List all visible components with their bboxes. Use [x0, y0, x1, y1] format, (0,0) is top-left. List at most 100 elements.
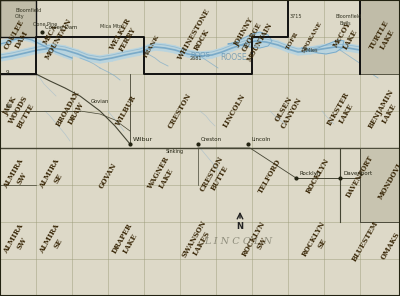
- Text: ROOSE: ROOSE: [221, 54, 247, 62]
- Polygon shape: [310, 45, 322, 54]
- Text: WHINESTONE
ROCK: WHINESTONE ROCK: [176, 8, 220, 66]
- Polygon shape: [40, 41, 48, 50]
- Polygon shape: [335, 43, 348, 51]
- Polygon shape: [322, 43, 335, 52]
- Text: OMAKS: OMAKS: [380, 231, 400, 261]
- Text: WAGNER
LAKE: WAGNER LAKE: [146, 156, 178, 196]
- Polygon shape: [8, 36, 16, 44]
- Bar: [0, 0, 36, 37]
- Text: Miles: Miles: [306, 48, 318, 53]
- Text: ALMIRA
SE: ALMIRA SE: [38, 157, 70, 194]
- Polygon shape: [175, 46, 188, 57]
- Text: Davenport: Davenport: [343, 171, 372, 176]
- Polygon shape: [278, 41, 288, 52]
- Polygon shape: [64, 52, 72, 60]
- Polygon shape: [298, 47, 310, 55]
- Polygon shape: [165, 44, 175, 53]
- Text: TURTLE
LAKE: TURTLE LAKE: [367, 19, 399, 55]
- Polygon shape: [288, 45, 298, 55]
- Polygon shape: [228, 32, 272, 48]
- Polygon shape: [200, 51, 212, 59]
- Text: N: N: [236, 222, 244, 231]
- Text: ROCKLYN
SE: ROCKLYN SE: [301, 220, 335, 263]
- Text: Lincoln: Lincoln: [251, 137, 270, 142]
- Text: McCOY
LAKE: McCOY LAKE: [331, 20, 361, 54]
- Text: TOFR: TOFR: [286, 31, 300, 51]
- Text: Cone Pine: Cone Pine: [33, 22, 57, 27]
- Polygon shape: [56, 49, 64, 57]
- Polygon shape: [100, 54, 112, 63]
- Text: FRANK: FRANK: [143, 34, 161, 58]
- Polygon shape: [222, 44, 232, 55]
- Text: SWANSON
LAKES: SWANSON LAKES: [180, 219, 216, 263]
- Bar: [360, 148, 400, 222]
- Polygon shape: [52, 44, 65, 53]
- Text: Creston: Creston: [201, 137, 222, 142]
- Polygon shape: [25, 46, 38, 56]
- Text: Coulee Dam: Coulee Dam: [45, 25, 77, 30]
- Text: 9: 9: [6, 70, 10, 75]
- Text: Bloomfield: Bloomfield: [336, 14, 362, 19]
- Text: Mica Mtn: Mica Mtn: [100, 24, 122, 29]
- Text: COULEE
DAM: COULEE DAM: [2, 18, 34, 56]
- Polygon shape: [155, 43, 165, 51]
- Text: ALMIRA
SW: ALMIRA SW: [2, 223, 34, 260]
- Text: Balls: Balls: [340, 21, 352, 26]
- Polygon shape: [244, 37, 255, 47]
- Text: BROADAX
DRAW: BROADAX DRAW: [54, 89, 90, 133]
- Polygon shape: [24, 35, 32, 42]
- Text: DRAPER
LAKE: DRAPER LAKE: [110, 222, 142, 260]
- Text: L I N C O L N: L I N C O L N: [204, 237, 272, 245]
- Polygon shape: [48, 45, 56, 54]
- Text: MICA
MOUNTAIN: MICA MOUNTAIN: [35, 13, 73, 61]
- Text: ROCKLYN: ROCKLYN: [305, 157, 331, 195]
- Polygon shape: [88, 54, 100, 63]
- Polygon shape: [302, 40, 344, 54]
- Polygon shape: [78, 50, 88, 61]
- Polygon shape: [266, 38, 278, 48]
- Text: Bloomfield
City: Bloomfield City: [15, 8, 41, 19]
- Polygon shape: [65, 46, 78, 57]
- Text: SPOKANE: SPOKANE: [301, 20, 323, 54]
- Bar: [360, 0, 400, 74]
- Text: CRESTON
BUTTE: CRESTON BUTTE: [199, 155, 233, 197]
- Text: DAVENPORT: DAVENPORT: [345, 154, 375, 199]
- Text: OLSEN
CANYON: OLSEN CANYON: [272, 92, 304, 130]
- Text: CRESTON: CRESTON: [167, 92, 193, 130]
- Text: E6: E6: [6, 104, 13, 109]
- Polygon shape: [232, 40, 244, 51]
- Polygon shape: [16, 35, 24, 41]
- Polygon shape: [0, 52, 12, 61]
- Text: Wilbur: Wilbur: [133, 137, 153, 142]
- Bar: [360, 148, 400, 222]
- Text: LINCOLN: LINCOLN: [221, 93, 247, 129]
- Text: Rocklyn: Rocklyn: [299, 171, 320, 176]
- Text: MONDOVI: MONDOVI: [376, 161, 400, 201]
- Text: INKSTER
LAKE: INKSTER LAKE: [325, 91, 359, 131]
- Polygon shape: [212, 48, 222, 58]
- Text: ALMIRA
SE: ALMIRA SE: [38, 223, 70, 260]
- Text: BLUESTEM: BLUESTEM: [350, 219, 380, 263]
- Text: JACK
WOODS
BUTTE: JACK WOODS BUTTE: [0, 91, 37, 131]
- Text: JOHNNY
GEORGE
MOUNTAIN: JOHNNY GEORGE MOUNTAIN: [230, 12, 274, 62]
- Polygon shape: [32, 37, 40, 46]
- Text: ROCKLYN
SW: ROCKLYN SW: [241, 220, 275, 263]
- Polygon shape: [348, 44, 360, 53]
- Text: ALMIRA
SW: ALMIRA SW: [2, 157, 34, 194]
- Polygon shape: [188, 50, 200, 59]
- Text: ROOS: ROOS: [190, 52, 210, 58]
- Text: 2681: 2681: [190, 56, 202, 61]
- Polygon shape: [148, 43, 155, 52]
- Polygon shape: [125, 48, 140, 58]
- Polygon shape: [38, 44, 52, 53]
- Text: Sinking: Sinking: [166, 149, 184, 154]
- Text: WELKER
FERRY: WELKER FERRY: [108, 17, 140, 57]
- Polygon shape: [0, 39, 8, 46]
- Polygon shape: [255, 37, 266, 45]
- Text: WILBUR: WILBUR: [114, 94, 138, 128]
- Polygon shape: [140, 45, 148, 55]
- Text: TELFORD: TELFORD: [257, 157, 283, 195]
- Polygon shape: [112, 51, 125, 61]
- Text: GOVAN: GOVAN: [98, 162, 118, 190]
- Text: BENJAMIN
LAKE: BENJAMIN LAKE: [366, 88, 400, 134]
